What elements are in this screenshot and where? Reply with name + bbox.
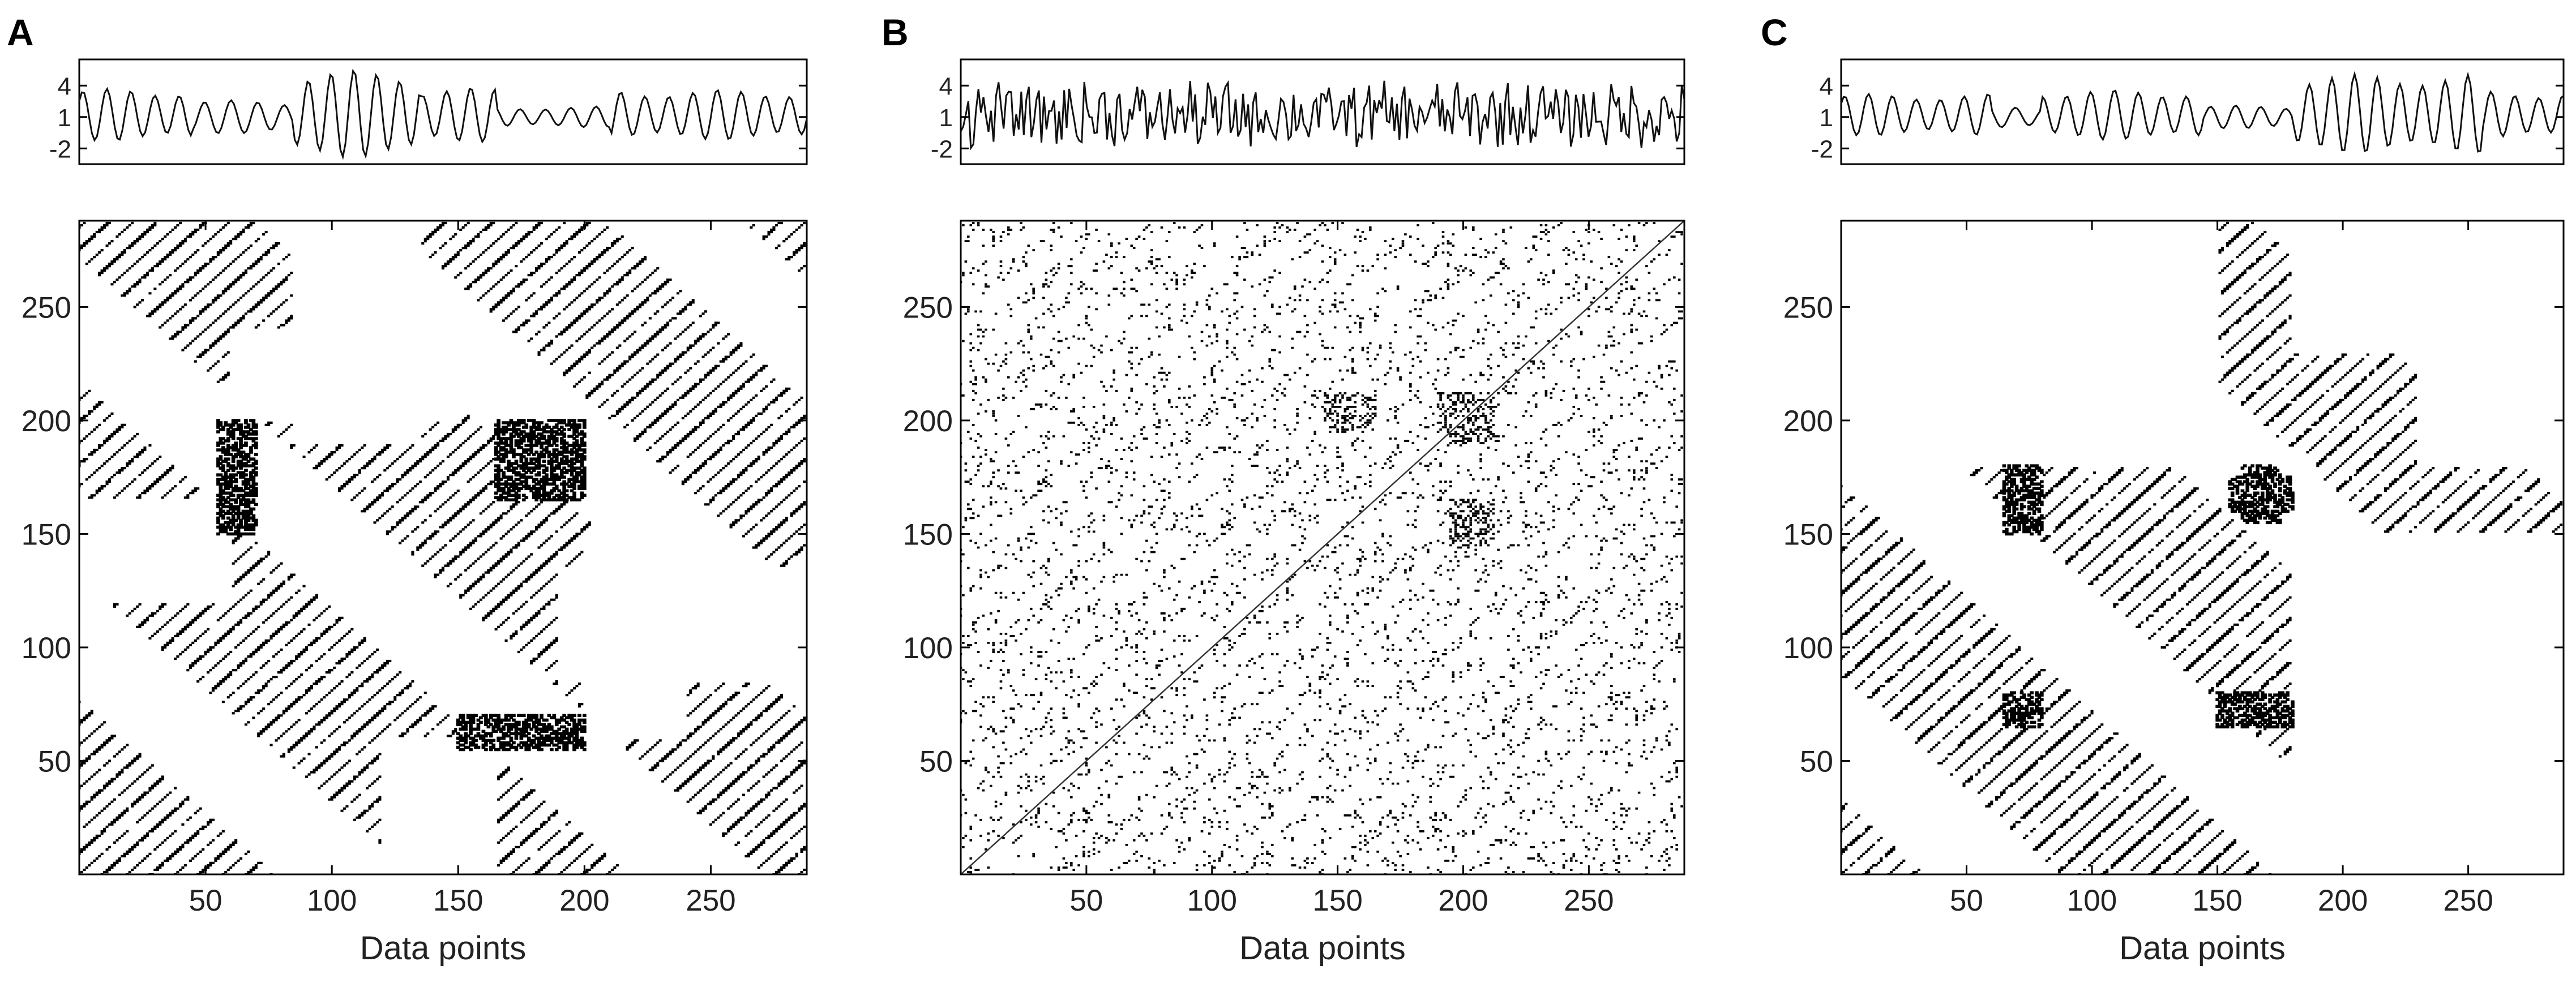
- ytick-label-a: 250: [22, 291, 71, 324]
- signal-ytick-label-c: 1: [1820, 104, 1833, 132]
- ytick-label-c: 150: [1783, 518, 1833, 551]
- recurrence-plot-c: 50 100 150 200 250 50 100 150 200 250: [1783, 220, 2565, 917]
- ytick-label-b: 100: [903, 632, 953, 665]
- signal-plot-c: -2 1 4: [1811, 58, 2565, 165]
- signal-frame-a: [78, 58, 808, 165]
- ytick-label-a: 50: [38, 745, 71, 778]
- signal-ytick-label-c: -2: [1811, 135, 1833, 163]
- ytick-label-b: 200: [903, 405, 953, 438]
- recurrence-frame-a: [78, 220, 808, 876]
- signal-frame-b: [960, 58, 1685, 165]
- ytick-label-a: 100: [22, 632, 71, 665]
- x-axis-title-b: Data points: [1239, 930, 1405, 967]
- signal-ytick-label-b: 4: [939, 72, 953, 100]
- xtick-label-b: 200: [1438, 884, 1488, 917]
- signal-line-b: [960, 80, 1685, 151]
- signal-ytick-label-b: -2: [931, 135, 953, 163]
- xtick-label-a: 250: [686, 884, 735, 917]
- xtick-label-c: 250: [2443, 884, 2493, 917]
- signal-ytick-label-b: 1: [939, 104, 953, 132]
- recurrence-points-a: [79, 221, 806, 874]
- panel-a: A -2 1 4 50 100 150 200 250 50 100 150 200 250 Data…: [7, 11, 808, 967]
- xtick-label-b: 50: [1069, 884, 1103, 917]
- recurrence-points-c: [1841, 221, 2563, 874]
- xtick-label-a: 200: [559, 884, 609, 917]
- ytick-label-c: 50: [1800, 745, 1833, 778]
- signal-plot-b: -2 1 4: [931, 58, 1685, 165]
- xtick-label-c: 50: [1950, 884, 1983, 917]
- signal-line-a: [78, 68, 808, 160]
- ytick-label-c: 200: [1783, 405, 1833, 438]
- signal-plot-a: -2 1 4: [49, 58, 808, 165]
- panel-letter-a: A: [7, 11, 34, 53]
- signal-ytick-label-a: -2: [49, 135, 71, 163]
- ytick-label-c: 100: [1783, 632, 1833, 665]
- signal-frame-c: [1840, 58, 2565, 165]
- xtick-label-b: 250: [1564, 884, 1614, 917]
- xtick-label-b: 100: [1187, 884, 1237, 917]
- x-axis-title-a: Data points: [360, 930, 526, 967]
- signal-ytick-label-c: 4: [1820, 72, 1833, 100]
- panel-letter-b: B: [882, 11, 909, 53]
- recurrence-points-b: [961, 222, 1683, 874]
- recurrence-plot-a: 50 100 150 200 250 50 100 150 200 250: [22, 220, 808, 917]
- xtick-label-a: 100: [307, 884, 357, 917]
- signal-line-c: [1840, 71, 2564, 153]
- ytick-label-a: 150: [22, 518, 71, 551]
- ytick-label-c: 250: [1783, 291, 1833, 324]
- ytick-label-a: 200: [22, 405, 71, 438]
- xtick-label-a: 150: [433, 884, 483, 917]
- xtick-label-c: 100: [2067, 884, 2117, 917]
- signal-ytick-label-a: 4: [58, 72, 71, 100]
- xtick-label-b: 150: [1312, 884, 1362, 917]
- ytick-label-b: 250: [903, 291, 953, 324]
- panel-letter-c: C: [1761, 11, 1788, 53]
- ytick-label-b: 150: [903, 518, 953, 551]
- xtick-label-c: 200: [2318, 884, 2368, 917]
- xtick-label-c: 150: [2192, 884, 2242, 917]
- ytick-label-b: 50: [919, 745, 953, 778]
- panel-b: B -2 1 4 50 100 150 200 250 50 100 150 200 250 Data…: [882, 11, 1685, 967]
- xtick-label-a: 50: [189, 884, 222, 917]
- x-axis-title-c: Data points: [2119, 930, 2285, 967]
- recurrence-plot-b: 50 100 150 200 250 50 100 150 200 250: [903, 220, 1685, 917]
- recurrence-frame-c: [1840, 220, 2565, 876]
- panel-c: C -2 1 4 50 100 150 200 250 50 100 150 200 250 Data…: [1761, 11, 2565, 967]
- signal-ytick-label-a: 1: [58, 104, 71, 132]
- recurrence-frame-b: [960, 220, 1685, 876]
- main-diagonal-b: [960, 220, 1685, 875]
